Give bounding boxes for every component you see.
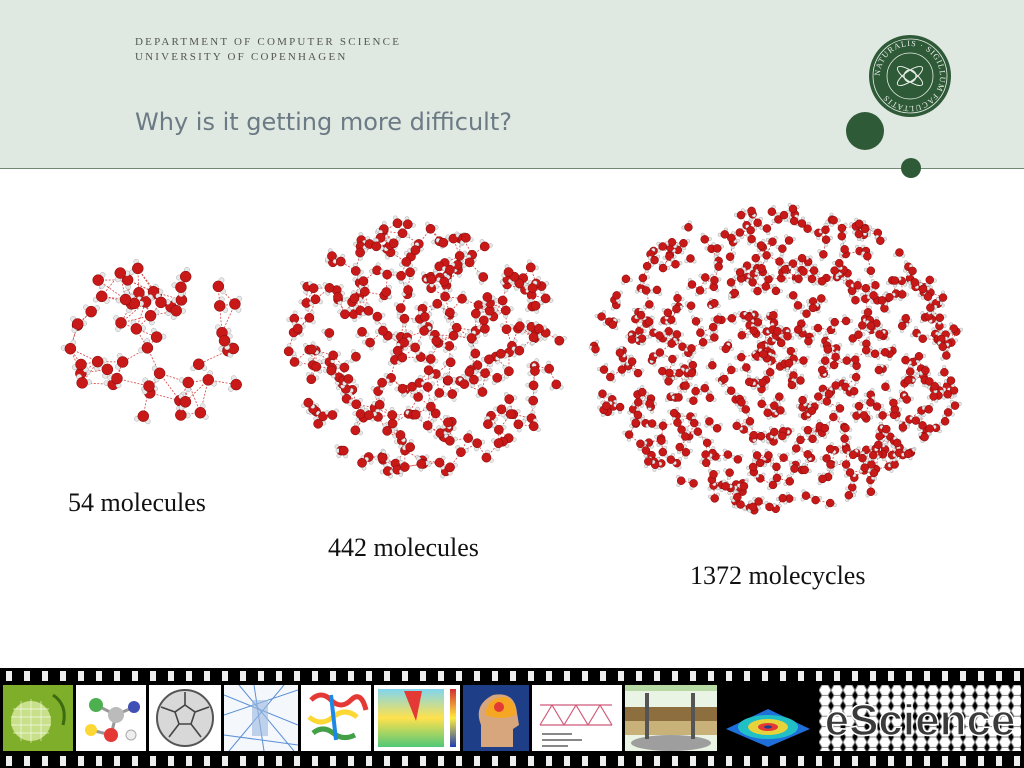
- blue-lines-icon: [224, 685, 298, 751]
- caption-54-molecules: 54 molecules: [68, 488, 206, 517]
- truss-diagram-icon: [532, 685, 622, 751]
- leaf-grid-icon: [3, 685, 73, 751]
- water-cluster-large: [588, 202, 963, 515]
- wave-surface-icon: [720, 685, 816, 751]
- well-diagram-icon: [625, 685, 717, 751]
- department-block: DEPARTMENT OF COMPUTER SCIENCE UNIVERSIT…: [135, 35, 401, 65]
- molecule-model-icon: [76, 685, 146, 751]
- protein-ribbon-icon: [301, 685, 371, 751]
- university-name: UNIVERSITY OF COPENHAGEN: [135, 51, 348, 63]
- film-sprocket-holes-top: [0, 671, 1024, 681]
- escience-logo-text: eScience: [825, 696, 1016, 745]
- university-seal-icon: NATURALIS · SIGILLUM FACULTATIS: [869, 35, 951, 117]
- caption-442-molecules: 442 molecules: [328, 533, 479, 562]
- film-sprocket-holes-bottom: [0, 756, 1024, 766]
- escience-logo-icon: eScience: [819, 685, 1021, 751]
- heatmap-icon: [374, 685, 460, 751]
- fullerene-icon: [149, 685, 221, 751]
- water-cluster-small: [60, 258, 243, 425]
- decorative-dot-large: [846, 112, 884, 150]
- decorative-dot-small: [901, 158, 921, 178]
- filmstrip: eScience: [0, 668, 1024, 768]
- water-cluster-medium: [283, 215, 567, 479]
- department-name: DEPARTMENT OF COMPUTER SCIENCE: [135, 36, 402, 48]
- slide-header: DEPARTMENT OF COMPUTER SCIENCE UNIVERSIT…: [0, 0, 1024, 169]
- page-title: Why is it getting more difficult?: [135, 108, 512, 136]
- brain-head-icon: [463, 685, 529, 751]
- caption-1372-molecules: 1372 molecycles: [690, 561, 866, 590]
